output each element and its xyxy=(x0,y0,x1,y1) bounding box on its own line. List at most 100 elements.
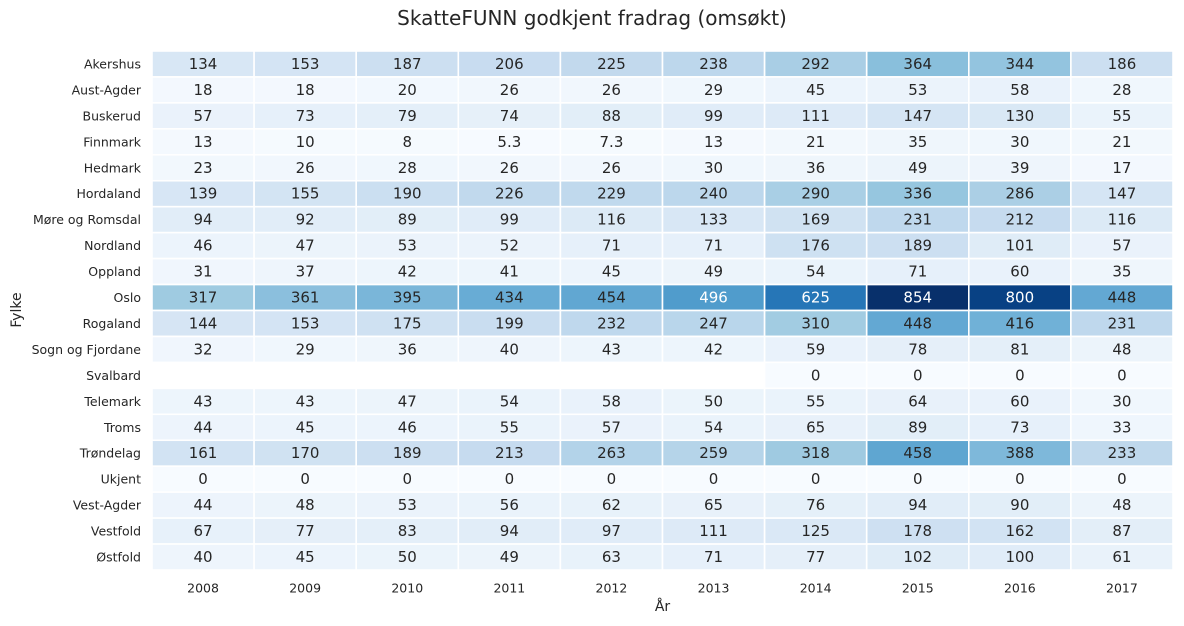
cell-value-label: 94 xyxy=(908,496,927,514)
cell-value-label: 161 xyxy=(189,444,218,462)
cell-value-label: 30 xyxy=(704,159,723,177)
cell-value-label: 0 xyxy=(1015,366,1025,384)
cell-value-label: 395 xyxy=(393,289,422,307)
heatmap-cell xyxy=(967,517,1072,545)
cell-value-label: 67 xyxy=(194,522,213,540)
cell-value-label: 388 xyxy=(1006,444,1035,462)
cell-value-label: 147 xyxy=(903,107,932,125)
heatmap-cell xyxy=(253,491,358,519)
cell-value-label: 153 xyxy=(291,55,320,73)
cell-value-label: 434 xyxy=(495,289,524,307)
heatmap-cell xyxy=(661,257,766,286)
cell-value-label: 225 xyxy=(597,55,626,73)
cell-value-label: 43 xyxy=(296,392,315,410)
heatmap-cell xyxy=(865,179,970,208)
cell-value-label: 361 xyxy=(291,289,320,307)
x-axis-label: År xyxy=(654,599,671,615)
heatmap-cell xyxy=(967,283,1072,312)
cell-value-label: 61 xyxy=(1112,548,1131,566)
cell-value-label: 50 xyxy=(704,392,723,410)
cell-value-label: 48 xyxy=(1112,496,1131,514)
heatmap-cell xyxy=(661,465,766,493)
cell-value-label: 88 xyxy=(602,107,621,125)
cell-value-label: 71 xyxy=(602,237,621,255)
heatmap-cell xyxy=(457,205,562,234)
x-tick-label: 2015 xyxy=(902,581,934,596)
cell-value-label: 71 xyxy=(908,263,927,281)
cell-value-label: 496 xyxy=(699,289,728,307)
heatmap-cell xyxy=(355,335,460,364)
heatmap-cell xyxy=(253,283,358,312)
cell-value-label: 53 xyxy=(398,237,417,255)
cell-value-label: 49 xyxy=(500,548,519,566)
cell-value-label: 55 xyxy=(1112,107,1131,125)
cell-value-label: 39 xyxy=(1010,159,1029,177)
heatmap-cell xyxy=(661,179,766,208)
cell-value-label: 238 xyxy=(699,55,728,73)
cell-value-label: 47 xyxy=(296,237,315,255)
cell-value-label: 5.3 xyxy=(497,133,521,151)
cell-value-label: 50 xyxy=(398,548,417,566)
cell-value-label: 247 xyxy=(699,314,728,332)
cell-value-label: 28 xyxy=(1112,81,1131,99)
cell-value-label: 44 xyxy=(194,496,213,514)
cell-value-label: 42 xyxy=(704,340,723,358)
cell-value-label: 48 xyxy=(1112,340,1131,358)
heatmap-cell xyxy=(151,50,255,78)
y-tick-label: Akershus xyxy=(84,56,141,71)
heatmap-cell xyxy=(457,76,562,104)
cell-value-label: 45 xyxy=(602,263,621,281)
heatmap-cell xyxy=(865,361,970,390)
cell-value-label: 336 xyxy=(903,185,932,203)
cell-value-label: 310 xyxy=(801,314,830,332)
x-tick-label: 2009 xyxy=(289,581,321,596)
y-tick-label: Møre og Romsdal xyxy=(33,212,141,227)
heatmap-cell xyxy=(1070,179,1174,208)
heatmap-cell xyxy=(1070,491,1174,519)
heatmap-cell xyxy=(967,231,1072,260)
cell-value-label: 186 xyxy=(1108,55,1137,73)
cell-value-label: 60 xyxy=(1010,392,1029,410)
heatmap-cell xyxy=(967,439,1072,468)
heatmap-cell xyxy=(967,179,1072,208)
cell-value-label: 94 xyxy=(500,522,519,540)
heatmap-cell xyxy=(253,76,358,104)
heatmap-cell xyxy=(559,439,664,468)
cell-value-label: 854 xyxy=(903,289,932,307)
cell-value-label: 189 xyxy=(393,444,422,462)
x-tick-labels: 2008 2009 2010 2011 2012 2013 2014 2015 2016 2017 xyxy=(187,581,1138,596)
x-tick-label: 2013 xyxy=(698,581,730,596)
heatmap-cell xyxy=(559,465,664,493)
cell-value-label: 45 xyxy=(296,548,315,566)
heatmap-cell xyxy=(865,413,970,442)
cell-value-label: 800 xyxy=(1006,289,1035,307)
cell-value-label: 28 xyxy=(398,159,417,177)
heatmap-cell xyxy=(865,517,970,545)
heatmap-cell xyxy=(253,50,358,78)
cell-value-label: 7.3 xyxy=(600,133,624,151)
cell-value-label: 30 xyxy=(1112,392,1131,410)
cell-value-label: 31 xyxy=(194,263,213,281)
heatmap-cell xyxy=(967,154,1072,182)
cell-value-label: 0 xyxy=(505,470,515,488)
cell-value-label: 263 xyxy=(597,444,626,462)
y-tick-label: Nordland xyxy=(84,238,141,253)
cell-value-label: 59 xyxy=(806,340,825,358)
cell-value-label: 41 xyxy=(500,263,519,281)
cell-value-label: 213 xyxy=(495,444,524,462)
heatmap-cell xyxy=(865,231,970,260)
heatmap-cell xyxy=(355,283,460,312)
heatmap-cell xyxy=(763,361,868,390)
cell-value-label: 0 xyxy=(709,470,719,488)
heatmap-cell xyxy=(1070,50,1174,78)
heatmap-cell xyxy=(1070,283,1174,312)
cell-value-label: 74 xyxy=(500,107,519,125)
heatmap-cell xyxy=(661,283,766,312)
cell-value-label: 79 xyxy=(398,107,417,125)
cell-value-label: 46 xyxy=(194,237,213,255)
cell-value-label: 45 xyxy=(296,418,315,436)
cell-value-label: 97 xyxy=(602,522,621,540)
cell-value-label: 18 xyxy=(296,81,315,99)
cell-value-label: 0 xyxy=(1015,470,1025,488)
cell-value-label: 176 xyxy=(801,237,830,255)
